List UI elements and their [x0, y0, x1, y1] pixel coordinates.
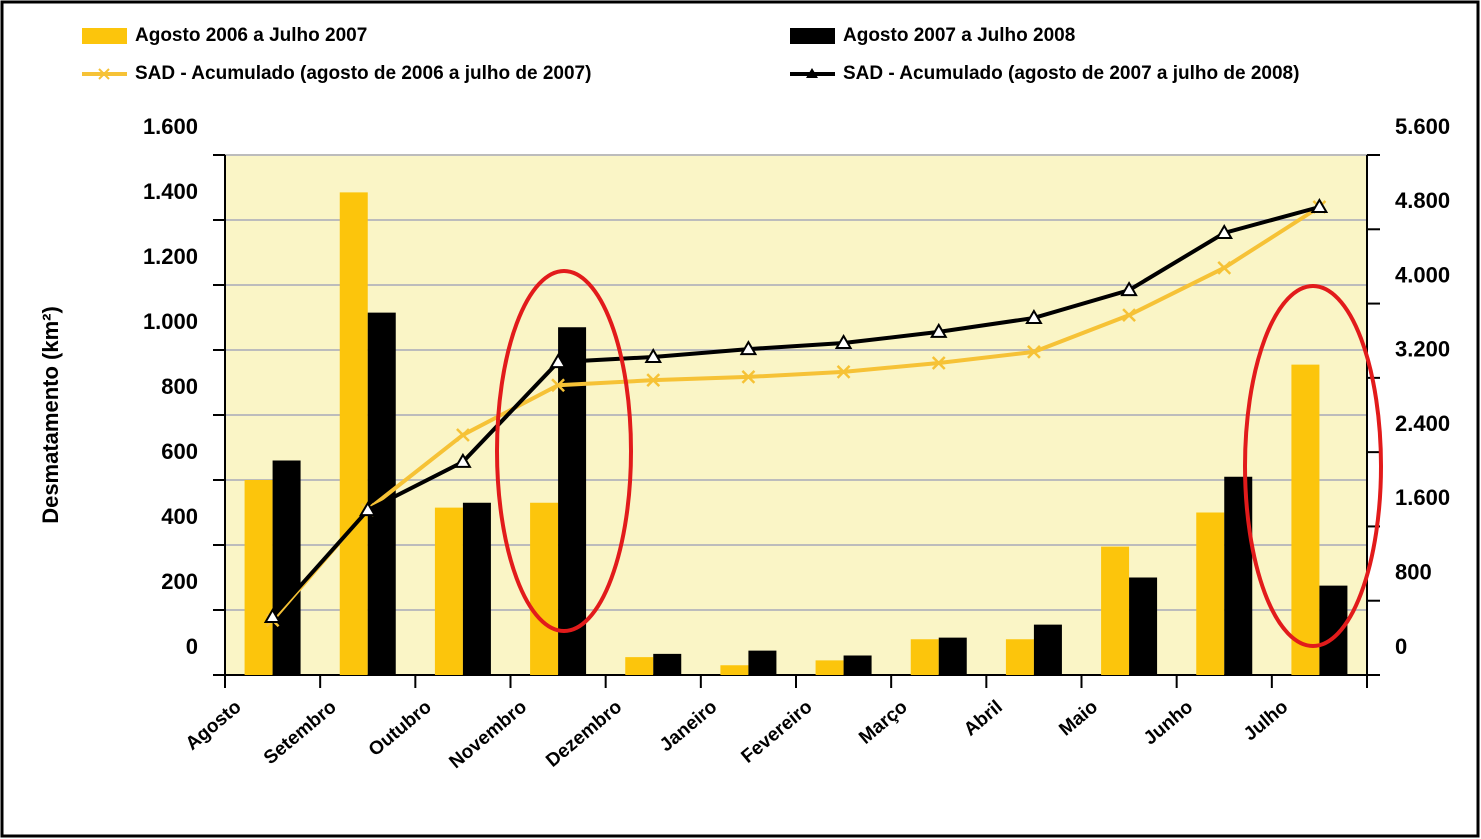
bar [434, 507, 463, 675]
legend-swatch [790, 28, 835, 44]
y-tick-label: 600 [161, 439, 198, 464]
y-tick-label: 1.400 [143, 179, 198, 204]
legend-marker [806, 68, 818, 78]
bar [1033, 624, 1062, 675]
legend-swatch [82, 28, 127, 44]
bar [462, 502, 491, 675]
bar [272, 460, 301, 675]
line-marker [930, 322, 948, 338]
bar [1196, 512, 1225, 675]
bar [815, 660, 844, 675]
y-tick-label: 1.200 [143, 244, 198, 269]
legend-label: Agosto 2007 a Julho 2008 [843, 25, 1075, 46]
bar [720, 665, 749, 675]
y-tick-label: 1.000 [143, 309, 198, 334]
y2-tick-label: 4.800 [1395, 188, 1450, 213]
y2-tick-label: 4.000 [1395, 262, 1450, 287]
bar [748, 650, 777, 675]
bar [938, 637, 967, 675]
line-marker [1025, 308, 1043, 324]
line-marker [359, 501, 377, 517]
line-marker [1217, 260, 1232, 275]
line-marker [1215, 224, 1233, 239]
bar [367, 312, 396, 675]
line-marker [1122, 308, 1136, 323]
legend-label: SAD - Acumulado (agosto de 2007 a julho … [843, 63, 1299, 84]
bar [625, 657, 654, 675]
line-marker [1310, 198, 1329, 213]
y-tick-label: 800 [161, 374, 198, 399]
y2-tick-label: 1.600 [1395, 485, 1450, 510]
y2-tick-label: 3.200 [1395, 337, 1450, 362]
y2-tick-label: 2.400 [1395, 411, 1450, 436]
line-marker [646, 373, 661, 388]
line-marker [549, 353, 567, 369]
line-marker [1027, 344, 1041, 359]
line-marker [551, 378, 565, 393]
line-marker [456, 428, 470, 442]
y-tick-label: 1.600 [143, 114, 198, 139]
y-tick-label: 0 [186, 634, 198, 659]
y2-tick-label: 0 [1395, 634, 1407, 659]
line-marker [739, 340, 758, 356]
bar [1129, 577, 1158, 675]
line-marker [263, 607, 282, 623]
line-marker [644, 347, 662, 363]
bar [1291, 364, 1320, 675]
y2-tick-label: 800 [1395, 560, 1432, 585]
line [271, 205, 1321, 622]
bar [910, 639, 939, 675]
bar [244, 480, 273, 675]
highlight-ellipse [495, 269, 633, 633]
bar [843, 655, 872, 675]
line-marker [741, 370, 756, 384]
legend-label: SAD - Acumulado (agosto de 2006 a julho … [135, 63, 591, 84]
y-tick-label: 400 [161, 504, 198, 529]
legend-label: Agosto 2006 a Julho 2007 [135, 25, 367, 46]
bar [339, 192, 368, 675]
bar [653, 653, 682, 675]
line-marker [836, 364, 851, 379]
line-marker [454, 452, 472, 468]
line [271, 205, 1320, 619]
y2-tick-label: 5.600 [1395, 114, 1450, 139]
y-axis-title: Desmatamento (km²) [38, 306, 63, 524]
line-marker [1120, 281, 1138, 297]
bar [530, 502, 559, 675]
line-marker [931, 356, 946, 370]
bar [1101, 546, 1130, 675]
legend-marker [98, 68, 110, 80]
line-marker [834, 334, 853, 350]
y-tick-label: 200 [161, 569, 198, 594]
bar [1005, 639, 1034, 675]
highlight-ellipse [1243, 284, 1383, 648]
